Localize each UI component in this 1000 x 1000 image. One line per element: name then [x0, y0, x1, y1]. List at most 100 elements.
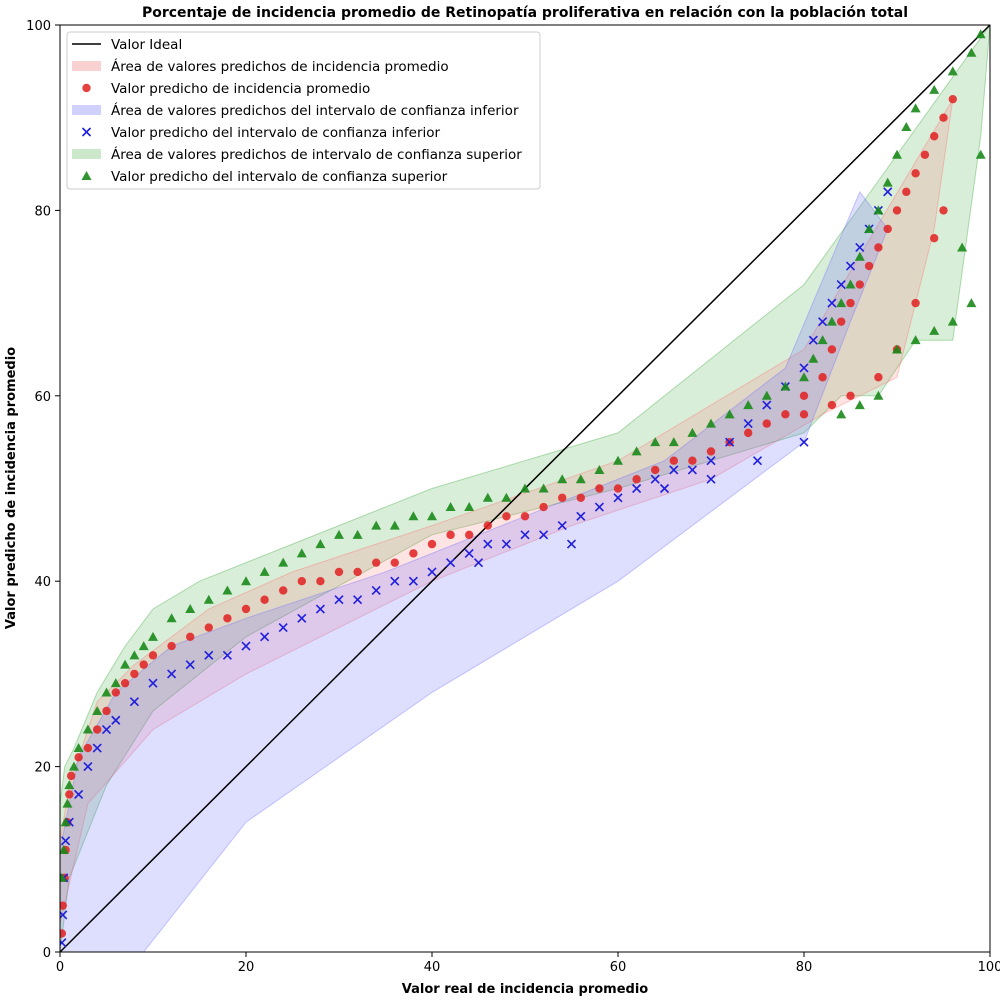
point-s2-72: [873, 390, 884, 400]
x-tick-label: 80: [796, 960, 813, 975]
point-s0-48: [762, 419, 771, 428]
point-s2-45: [724, 409, 735, 419]
area-1: [60, 98, 954, 952]
point-s1-49: [827, 298, 837, 308]
area-2: [60, 190, 889, 952]
point-s2-27: [389, 520, 400, 530]
point-s0-42: [651, 465, 660, 475]
point-s0-44: [688, 456, 697, 465]
point-s1-58: [706, 474, 716, 484]
point-s1-15: [222, 650, 232, 660]
legend-item-5: Área de valores predichos de intervalo d…: [72, 146, 522, 163]
point-s2-43: [687, 427, 698, 437]
point-s2-18: [222, 585, 233, 595]
point-s1-20: [315, 604, 325, 614]
point-s1-52: [855, 242, 865, 253]
legend-item-3: Área de valores predichos del intervalo …: [72, 102, 519, 119]
point-s1-28: [464, 548, 474, 558]
point-s1-31: [520, 530, 530, 540]
point-s2-58: [882, 177, 893, 187]
point-s0-47: [744, 428, 753, 438]
point-s0-20: [241, 604, 251, 614]
point-s2-9: [101, 687, 112, 697]
point-s1-44: [762, 400, 772, 410]
point-s0-49: [781, 410, 790, 419]
point-s0-26: [353, 567, 362, 577]
x-tick-label: 60: [610, 960, 627, 975]
point-s2-61: [910, 103, 921, 113]
point-s2-34: [520, 483, 530, 493]
legend-label: Área de valores predichos de intervalo d…: [111, 146, 522, 163]
point-s2-56: [864, 223, 875, 233]
legend-label: Valor predicho del intervalo de confianz…: [111, 125, 441, 141]
point-s1-33: [557, 521, 567, 531]
y-tick-label: 20: [34, 761, 51, 776]
point-s2-51: [817, 335, 828, 345]
legend-marker-icon: [81, 171, 92, 180]
point-s0-60: [902, 187, 911, 197]
point-s0-18: [204, 623, 213, 632]
point-s1-12: [167, 669, 177, 679]
point-s2-38: [594, 464, 605, 474]
point-s2-69: [929, 325, 940, 335]
point-s0-56: [864, 261, 874, 271]
point-s0-52: [827, 345, 837, 354]
point-s0-22: [279, 586, 288, 595]
point-s2-35: [538, 483, 549, 493]
point-s2-7: [82, 724, 93, 734]
point-s0-5: [65, 790, 74, 799]
point-s2-71: [892, 344, 902, 354]
point-s2-68: [947, 316, 958, 326]
point-s0-54: [846, 298, 855, 308]
x-tick-label: 100: [978, 960, 1000, 975]
point-s1-60: [566, 539, 577, 549]
point-s0-36: [539, 502, 548, 512]
point-s0-72: [827, 400, 837, 410]
point-s0-40: [613, 484, 623, 493]
y-tick-label: 80: [34, 204, 51, 219]
point-s1-14: [204, 650, 214, 660]
point-s2-22: [296, 548, 307, 558]
point-s0-24: [316, 577, 325, 586]
point-s0-16: [167, 641, 176, 651]
chart-title: Porcentaje de incidencia promedio de Ret…: [142, 5, 908, 21]
point-s0-23: [297, 577, 306, 586]
point-s0-64: [939, 113, 948, 122]
point-s2-29: [427, 511, 437, 521]
point-s1-48: [818, 317, 828, 327]
point-s0-19: [223, 614, 232, 623]
legend-item-1: Área de valores predichos de incidencia …: [72, 58, 449, 75]
point-s0-57: [874, 243, 883, 252]
point-s2-47: [761, 390, 772, 400]
point-s2-26: [371, 520, 382, 530]
legend: Valor Ideal Área de valores predichos de …: [66, 31, 541, 190]
point-s1-35: [594, 502, 604, 512]
point-s1-37: [632, 483, 642, 494]
point-s0-62: [920, 150, 930, 159]
legend-area-icon: [72, 61, 101, 71]
point-s1-24: [390, 576, 400, 586]
point-s2-55: [854, 251, 865, 261]
point-s2-49: [799, 372, 809, 382]
legend-label: Área de valores predichos de incidencia …: [111, 58, 449, 75]
legend-marker-icon: [81, 127, 92, 137]
y-tick-label: 0: [43, 946, 51, 961]
point-s2-50: [808, 353, 819, 363]
point-s2-48: [780, 381, 791, 391]
point-s1-25: [408, 576, 418, 586]
point-s1-17: [260, 632, 270, 642]
point-s1-56: [799, 437, 809, 447]
point-s2-24: [334, 529, 344, 539]
point-s0-30: [427, 539, 437, 549]
point-s2-23: [315, 539, 326, 549]
point-s0-45: [706, 447, 716, 456]
point-s1-21: [334, 595, 344, 605]
point-s1-41: [706, 456, 716, 466]
point-s1-55: [883, 187, 893, 197]
y-tick-label: 60: [34, 390, 51, 405]
point-s0-50: [799, 391, 809, 400]
legend-item-4: Valor predicho del intervalo de confianz…: [81, 125, 441, 141]
point-s1-13: [185, 660, 195, 670]
point-s0-35: [520, 512, 530, 521]
point-s2-60: [901, 121, 912, 131]
